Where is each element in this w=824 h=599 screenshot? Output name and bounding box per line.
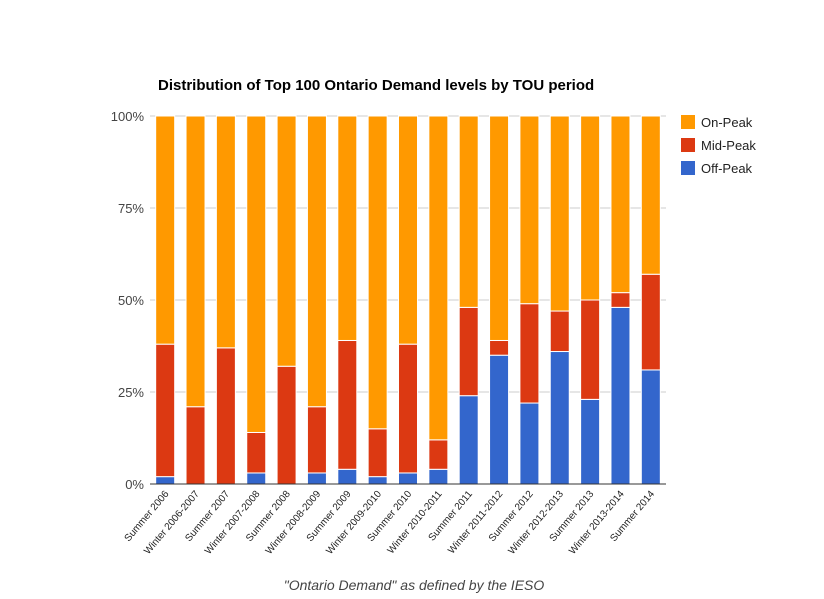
bar-segment-mid-peak: [276, 365, 297, 485]
bar-segment-on-peak: [276, 115, 297, 367]
x-tick-label: Winter 2009-2010: [324, 489, 384, 557]
y-tick-label: 25%: [118, 385, 144, 400]
x-tick-label: Winter 2012-2013: [507, 489, 567, 557]
bar-segment-off-peak: [519, 402, 540, 485]
legend: On-Peak Mid-Peak Off-Peak: [681, 115, 756, 176]
bar-segment-on-peak: [580, 115, 601, 301]
bar-segment-on-peak: [519, 115, 540, 305]
bar-segment-on-peak: [549, 115, 570, 312]
bar-segment-mid-peak: [185, 406, 206, 485]
bar-segment-on-peak: [610, 115, 631, 294]
x-tick-label: Winter 2008-2009: [264, 489, 324, 557]
legend-swatch-off-peak: [681, 161, 695, 175]
chart-title: Distribution of Top 100 Ontario Demand l…: [158, 77, 594, 94]
bar-segment-off-peak: [428, 468, 449, 485]
bar-segment-on-peak: [428, 115, 449, 441]
x-tick-label: Winter 2007-2008: [203, 489, 263, 557]
bar-segment-off-peak: [489, 354, 510, 485]
legend-label: Off-Peak: [701, 161, 753, 176]
bars: [155, 115, 661, 485]
bar-segment-mid-peak: [398, 343, 418, 474]
bar-segment-on-peak: [458, 115, 479, 308]
bar-segment-on-peak: [185, 115, 206, 408]
bar-segment-mid-peak: [640, 273, 661, 371]
bar-segment-off-peak: [458, 395, 479, 485]
bar-segment-on-peak: [337, 115, 358, 341]
bar-segment-on-peak: [489, 115, 510, 341]
y-tick-label: 50%: [118, 293, 144, 308]
bar-segment-mid-peak: [489, 339, 510, 356]
bar-segment-off-peak: [306, 472, 327, 485]
y-tick-label: 100%: [111, 109, 145, 124]
bar-segment-off-peak: [580, 398, 601, 485]
bar-segment-on-peak: [640, 115, 661, 275]
bar-segment-on-peak: [367, 115, 388, 430]
y-axis-ticks: 0% 25% 50% 75% 100%: [111, 109, 145, 492]
bar-segment-on-peak: [306, 115, 327, 408]
bar-segment-mid-peak: [458, 306, 479, 397]
bar-segment-off-peak: [610, 306, 631, 485]
bar-segment-on-peak: [398, 115, 418, 345]
bar-segment-mid-peak: [549, 310, 570, 353]
bar-segment-mid-peak: [610, 292, 631, 308]
bar-segment-mid-peak: [155, 343, 176, 478]
bar-segment-mid-peak: [428, 439, 449, 470]
x-axis-label: "Ontario Demand" as defined by the IESO: [284, 577, 545, 593]
bar-segment-mid-peak: [215, 347, 236, 485]
bar-segment-off-peak: [640, 369, 661, 485]
x-tick-label: Winter 2006-2007: [142, 489, 202, 557]
legend-swatch-mid-peak: [681, 138, 695, 152]
x-tick-label: Winter 2010-2011: [386, 489, 445, 557]
bar-segment-on-peak: [215, 115, 236, 349]
bar-segment-off-peak: [155, 476, 176, 485]
bar-segment-mid-peak: [519, 303, 540, 404]
y-tick-label: 75%: [118, 201, 144, 216]
legend-label: On-Peak: [701, 115, 753, 130]
bar-segment-mid-peak: [246, 431, 267, 474]
bar-segment-off-peak: [246, 472, 267, 485]
x-tick-label: Winter 2011-2012: [446, 489, 505, 557]
bar-segment-off-peak: [398, 472, 418, 485]
bar-segment-off-peak: [337, 468, 358, 485]
bar-segment-mid-peak: [367, 428, 388, 478]
bar-segment-off-peak: [367, 476, 388, 485]
bar-segment-mid-peak: [337, 339, 358, 470]
legend-label: Mid-Peak: [701, 138, 756, 153]
bar-segment-on-peak: [246, 115, 267, 433]
bar-segment-off-peak: [549, 351, 570, 485]
legend-swatch-on-peak: [681, 115, 695, 129]
bar-segment-mid-peak: [580, 299, 601, 400]
bar-segment-mid-peak: [306, 406, 327, 474]
x-tick-label: Winter 2013-2014: [567, 489, 627, 557]
bar-segment-on-peak: [155, 115, 176, 345]
y-tick-label: 0%: [125, 477, 144, 492]
